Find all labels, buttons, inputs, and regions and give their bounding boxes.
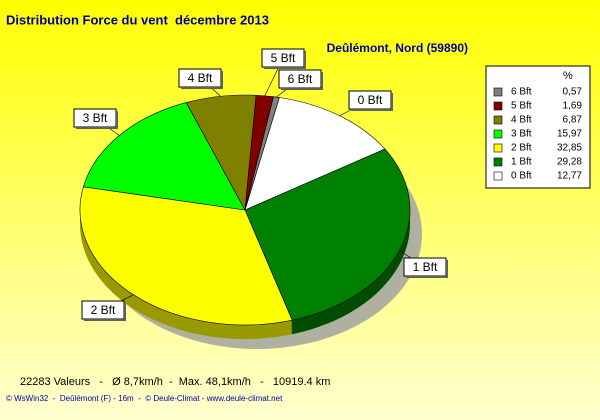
legend-swatch: [493, 171, 503, 181]
slice: [244, 148, 411, 321]
chart-title: Distribution Force du vent décembre 2013: [6, 12, 269, 27]
slice-label: 5 Bft: [271, 51, 296, 65]
slice: [83, 102, 246, 211]
legend-label: 0 Bft: [511, 171, 532, 182]
credits: © WsWin32 - Deûlémont (F) - 16m - © Deul…: [6, 394, 283, 403]
legend-label: 4 Bft: [511, 115, 532, 126]
legend-label: 1 Bft: [511, 157, 532, 168]
legend-value: 15,97: [557, 129, 582, 140]
legend-value: 1,69: [563, 101, 583, 112]
legend-value: 29,28: [557, 157, 582, 168]
legend-swatch: [493, 129, 503, 139]
legend-label: 2 Bft: [511, 143, 532, 154]
legend-value: 12,77: [557, 171, 582, 182]
slice-label: 3 Bft: [83, 111, 108, 125]
legend-header: %: [563, 70, 573, 82]
slice: [244, 97, 386, 211]
legend-swatch: [493, 143, 503, 153]
slice-label: 0 Bft: [358, 93, 383, 107]
legend-label: 6 Bft: [511, 87, 532, 98]
pie: 0 Bft 1 Bft 2 Bft 3 Bft 4 Bft 5 Bft 6 Bft: [73, 48, 448, 349]
legend-swatch: [493, 101, 503, 111]
legend-swatch: [493, 115, 503, 125]
slice: [244, 96, 280, 211]
legend-label: 3 Bft: [511, 129, 532, 140]
legend-value: 32,85: [557, 143, 582, 154]
slice-label: 1 Bft: [413, 260, 438, 274]
slice-label: 4 Bft: [188, 71, 213, 85]
slice-label: 2 Bft: [91, 303, 116, 317]
legend-swatch: [493, 87, 503, 97]
legend-box: [485, 65, 591, 189]
legend-value: 0,57: [563, 87, 583, 98]
legend: 6 Bft 0,57 5 Bft 1,69 4 Bft 6,87 3 Bft 15,97 2 B…: [493, 87, 583, 182]
legend-swatch: [493, 157, 503, 167]
legend-value: 6,87: [563, 115, 583, 126]
slice-label: 6 Bft: [288, 72, 313, 86]
legend-label: 5 Bft: [511, 101, 532, 112]
footer: 22283 Valeurs - Ø 8,7km/h - Max. 48,1km/…: [20, 376, 330, 388]
chart-subtitle: Deûlémont, Nord (59890): [327, 41, 468, 55]
